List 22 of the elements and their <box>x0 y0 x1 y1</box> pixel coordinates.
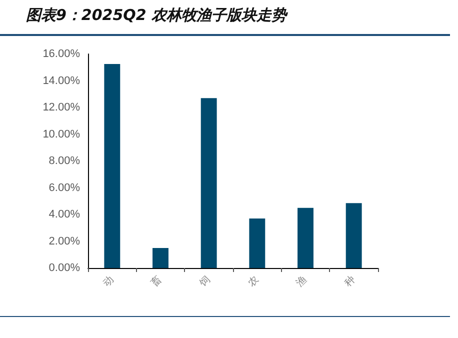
x-tick-label: 种 <box>342 273 358 289</box>
bar <box>249 218 266 268</box>
y-tick-label: 2.00% <box>48 235 80 248</box>
bar <box>104 64 120 268</box>
y-tick-label: 12.00% <box>42 102 80 114</box>
x-tick-label: 动 <box>101 274 116 289</box>
y-tick-label: 6.00% <box>48 182 80 194</box>
y-tick-label: 4.00% <box>48 208 80 220</box>
x-tick-label: 农 <box>246 274 262 289</box>
x-tick-label: 饲 <box>197 274 213 290</box>
bar <box>346 203 362 268</box>
y-tick-label: 8.00% <box>48 155 80 167</box>
x-tick-label: 畜 <box>148 273 164 289</box>
x-tick-label: 渔 <box>294 273 310 289</box>
chart-title: 图表9：2025Q2 农林牧渔子版块走势 <box>26 6 287 25</box>
bar <box>152 248 168 268</box>
y-tick-label: 0.00% <box>48 262 80 274</box>
y-tick-label: 16.00% <box>42 48 80 60</box>
bar <box>200 98 217 268</box>
y-tick-label: 10.00% <box>42 128 80 140</box>
bar <box>298 208 314 268</box>
y-tick-label: 14.00% <box>42 74 80 87</box>
